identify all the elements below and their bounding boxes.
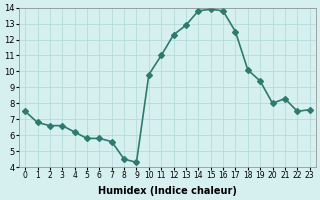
X-axis label: Humidex (Indice chaleur): Humidex (Indice chaleur) [98,186,237,196]
